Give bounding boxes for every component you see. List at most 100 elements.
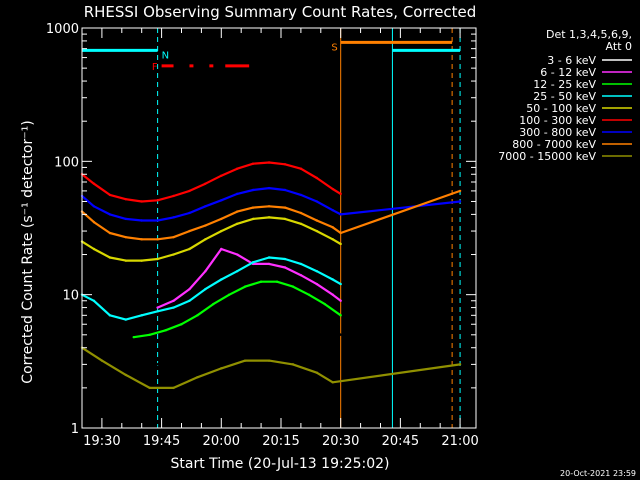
data-point <box>188 189 191 193</box>
data-point <box>267 262 271 266</box>
y-axis: 1 10 100 1000 <box>46 22 476 437</box>
x-tick-label: 19:45 <box>143 434 180 449</box>
data-point <box>243 285 247 288</box>
legend-entry-label: 12 - 25 keV <box>533 78 596 91</box>
data-point <box>251 261 255 264</box>
data-point <box>299 273 303 277</box>
x-axis: 19:30 19:45 20:00 20:15 20:30 20:45 21:00 <box>81 28 479 449</box>
series-layer <box>80 161 462 390</box>
data-point <box>172 386 175 390</box>
data-point <box>458 200 462 203</box>
data-point <box>92 247 96 251</box>
data-point <box>148 333 151 337</box>
data-point <box>180 346 183 349</box>
data-point <box>188 287 191 291</box>
data-point <box>339 299 342 302</box>
data-point <box>204 287 207 291</box>
data-point <box>283 266 287 269</box>
data-point <box>339 282 342 286</box>
data-point <box>315 229 319 233</box>
data-point <box>236 253 239 256</box>
data-point <box>299 193 303 197</box>
data-point <box>204 238 207 241</box>
data-point <box>236 222 239 226</box>
data-point <box>220 229 223 233</box>
data-point <box>315 219 319 222</box>
data-point <box>323 302 326 306</box>
data-point <box>172 194 175 198</box>
data-point <box>196 314 199 317</box>
data-point <box>299 167 303 170</box>
data-point <box>124 217 127 221</box>
legend-entry-label: 7000 - 15000 keV <box>498 150 596 163</box>
legend-entry-label: 6 - 12 keV <box>540 66 596 79</box>
data-point <box>339 314 342 317</box>
data-point <box>331 381 334 384</box>
data-point <box>458 363 462 366</box>
data-point <box>267 216 271 219</box>
data-point <box>299 211 303 215</box>
data-point <box>331 293 334 296</box>
legend-header: Att 0 <box>606 40 632 53</box>
data-point <box>236 167 239 170</box>
data-point <box>216 266 219 269</box>
data-point <box>307 293 311 296</box>
data-point <box>236 210 239 213</box>
data-point <box>220 199 223 202</box>
data-point <box>220 174 223 177</box>
data-point <box>267 205 271 208</box>
data-point <box>140 259 143 262</box>
data-point <box>220 217 223 221</box>
legend-entry-label: 50 - 100 keV <box>526 102 596 115</box>
x-axis-label: Start Time (20-Jul-13 19:25:02) <box>170 456 389 472</box>
data-point <box>299 222 303 226</box>
x-tick-label: 20:15 <box>262 434 299 449</box>
series-line <box>81 256 342 321</box>
data-point <box>283 217 287 221</box>
data-point <box>315 176 319 180</box>
data-point <box>92 205 96 208</box>
data-point <box>172 216 175 219</box>
data-point <box>140 314 143 317</box>
data-point <box>124 197 127 201</box>
data-point <box>140 219 143 222</box>
data-point <box>331 226 334 229</box>
data-point <box>275 280 279 283</box>
x-tick-label: 21:00 <box>441 434 478 449</box>
series-line <box>81 161 342 203</box>
data-point <box>108 256 112 259</box>
data-point <box>291 363 295 366</box>
data-point <box>188 247 191 251</box>
data-point <box>259 280 263 283</box>
data-point <box>339 192 342 196</box>
data-point <box>283 188 287 192</box>
data-point <box>220 367 223 370</box>
legend-entry-label: 25 - 50 keV <box>533 90 596 103</box>
data-point <box>204 205 207 208</box>
data-point <box>204 182 207 185</box>
data-point <box>275 293 279 296</box>
data-point <box>156 219 159 222</box>
data-point <box>172 306 175 309</box>
data-point <box>108 314 112 317</box>
y-tick-label: 10 <box>62 289 79 304</box>
data-point <box>228 293 231 296</box>
series-line <box>81 216 342 262</box>
legend-entry-label: 3 - 6 keV <box>547 54 596 67</box>
data-point <box>148 386 151 390</box>
data-point <box>315 200 319 203</box>
data-point <box>331 238 334 241</box>
chart-title: RHESSI Observing Summary Count Rates, Co… <box>84 3 477 21</box>
data-point <box>172 235 175 239</box>
data-point <box>228 287 231 291</box>
data-point <box>156 199 159 202</box>
data-point <box>291 302 295 306</box>
annotations-layer: N S F <box>82 28 461 428</box>
data-point <box>243 359 247 362</box>
data-point <box>267 186 271 190</box>
data-point <box>251 206 255 209</box>
y-tick-label: 1000 <box>46 22 79 37</box>
x-tick-label: 20:45 <box>382 434 419 449</box>
data-point <box>124 373 127 377</box>
